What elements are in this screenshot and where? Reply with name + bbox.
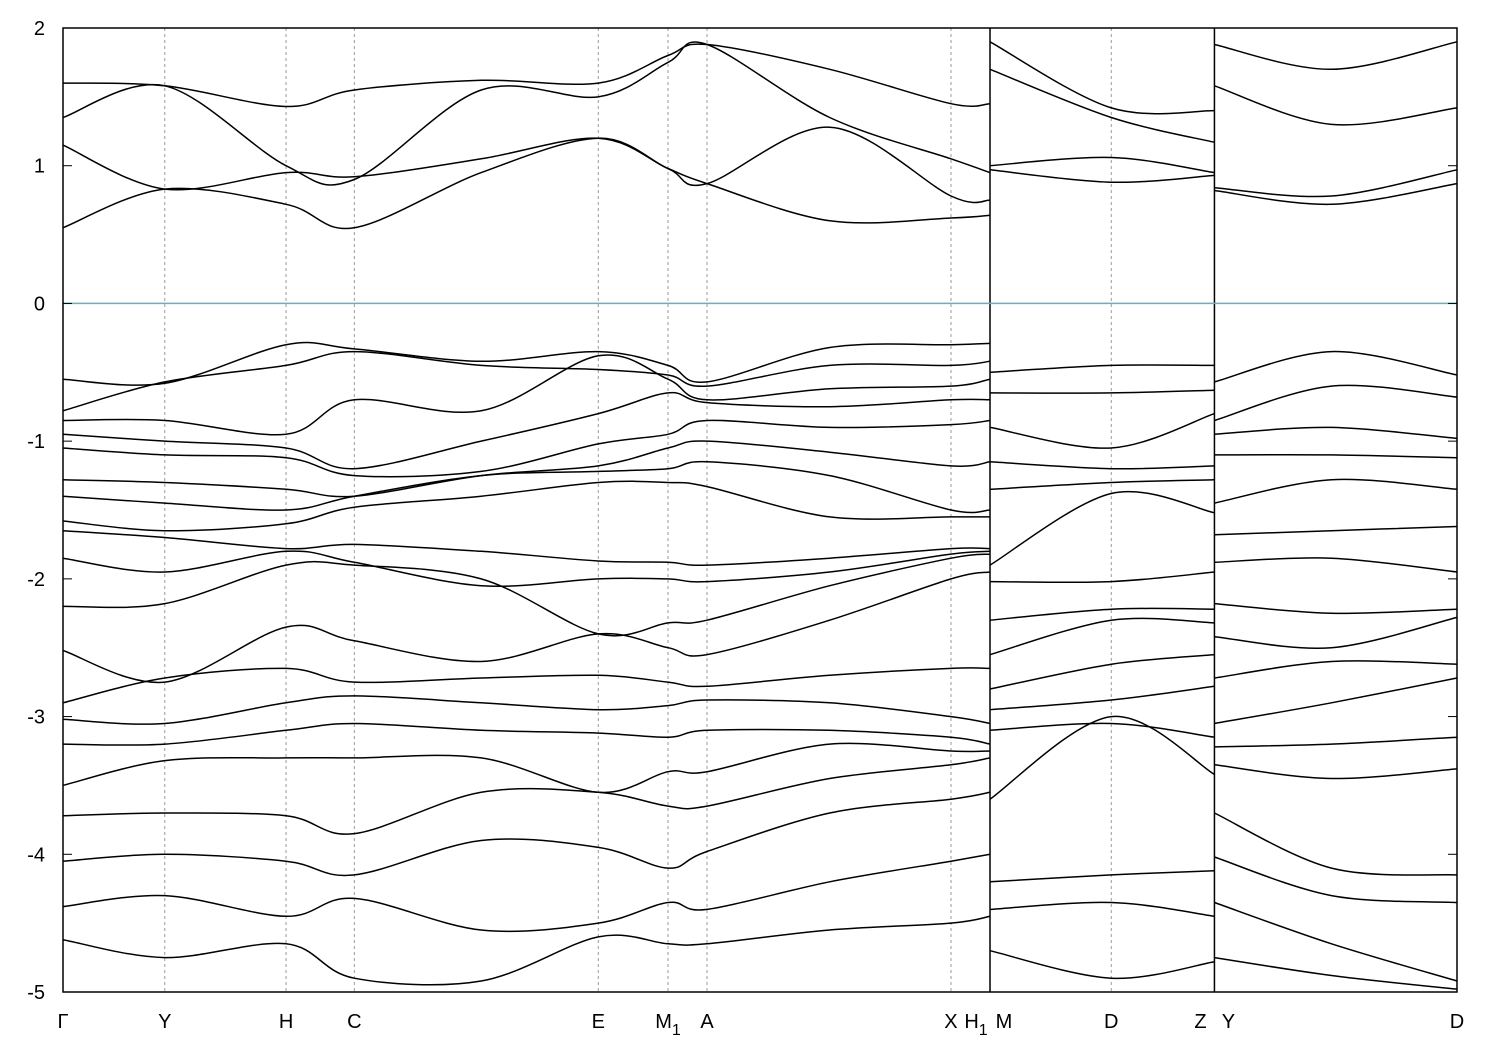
band-line [1214, 350, 1458, 383]
kpath-gridlines [164, 28, 1216, 992]
plot-area-border [62, 27, 1458, 993]
band-line [62, 695, 991, 725]
band-line [1214, 764, 1458, 780]
band-line [989, 617, 1215, 656]
band-line [1214, 384, 1458, 422]
band-line [62, 354, 991, 436]
y-tick-label: -5 [27, 982, 45, 1004]
band-line [989, 949, 1215, 980]
band-line [1214, 182, 1458, 206]
band-line [1214, 956, 1458, 990]
band-line [989, 389, 1215, 394]
band-line [1214, 478, 1458, 504]
x-tick-label: D [1104, 1011, 1118, 1033]
band-line [62, 757, 991, 835]
band-line [989, 870, 1215, 883]
band-line [62, 742, 991, 794]
band-line [1214, 426, 1458, 440]
y-axis-ticks: 2 1 0 -1 -2 -3 -4 -5 [27, 18, 1457, 1004]
band-line [989, 412, 1215, 449]
band-line [1214, 557, 1458, 573]
band-line [989, 490, 1215, 566]
band-line [989, 607, 1215, 621]
plot-frame [62, 27, 1458, 993]
x-tick-label: Z [1194, 1011, 1206, 1033]
x-tick-label: X [944, 1011, 957, 1033]
band-line [62, 529, 991, 566]
band-line [989, 901, 1215, 918]
band-line [1214, 901, 1458, 982]
band-line [989, 685, 1215, 711]
band-line [1214, 736, 1458, 748]
band-line [989, 169, 1215, 184]
band-line [62, 667, 991, 704]
band-line [62, 126, 991, 204]
band-line [1214, 812, 1458, 876]
band-line [62, 915, 991, 986]
band-line [989, 156, 1215, 174]
band-line [62, 41, 991, 186]
band-line [989, 715, 1215, 800]
band-line [1214, 677, 1458, 725]
x-tick-label: H [279, 1011, 293, 1033]
band-line [989, 461, 1215, 470]
band-line [1214, 660, 1458, 679]
band-line [62, 722, 991, 746]
band-line [1214, 41, 1458, 71]
band-line [989, 41, 1215, 115]
band-line [62, 460, 991, 514]
band-line [989, 364, 1215, 374]
band-line [989, 722, 1215, 738]
band-line [1214, 525, 1458, 536]
band-line [62, 553, 991, 637]
x-tick-label: M1 [655, 1011, 681, 1039]
x-tick-label: Γ [57, 1011, 68, 1033]
band-lines [62, 41, 1458, 990]
x-tick-label: Y [1222, 1011, 1235, 1033]
band-line [989, 571, 1215, 584]
band-line [62, 791, 991, 877]
band-line [62, 571, 991, 684]
band-line [62, 480, 990, 532]
y-tick-label: -4 [27, 844, 45, 866]
x-axis-ticks: Γ Y H C E M1 A X H1 M D Z Y D [57, 1011, 1464, 1039]
band-line [62, 341, 991, 386]
y-tick-label: -2 [27, 569, 45, 591]
band-line [1214, 602, 1458, 615]
band-line [62, 419, 991, 478]
band-line [62, 391, 991, 470]
band-line [62, 43, 991, 108]
band-line [1214, 85, 1458, 126]
band-line [1214, 856, 1458, 904]
x-tick-label: Y [158, 1011, 171, 1033]
band-line [1214, 169, 1458, 198]
band-line [62, 550, 991, 587]
y-tick-label: -3 [27, 707, 45, 729]
x-tick-label: M [996, 1011, 1013, 1033]
band-line [62, 853, 991, 933]
band-line [62, 350, 991, 412]
band-line [989, 68, 1215, 144]
band-line [62, 137, 991, 230]
y-tick-label: -1 [27, 431, 45, 453]
x-tick-label: D [1450, 1011, 1464, 1033]
y-tick-label: 0 [34, 293, 45, 315]
band-line [1214, 616, 1458, 649]
x-tick-label: E [592, 1011, 605, 1033]
band-line [62, 440, 991, 498]
x-tick-label: H1 [964, 1011, 987, 1039]
band-line [989, 478, 1215, 491]
x-tick-label: C [347, 1011, 361, 1033]
y-tick-label: 2 [34, 18, 45, 40]
band-line [989, 653, 1215, 690]
band-line [1214, 453, 1458, 459]
x-tick-label: A [700, 1011, 714, 1033]
y-tick-label: 1 [34, 156, 45, 178]
